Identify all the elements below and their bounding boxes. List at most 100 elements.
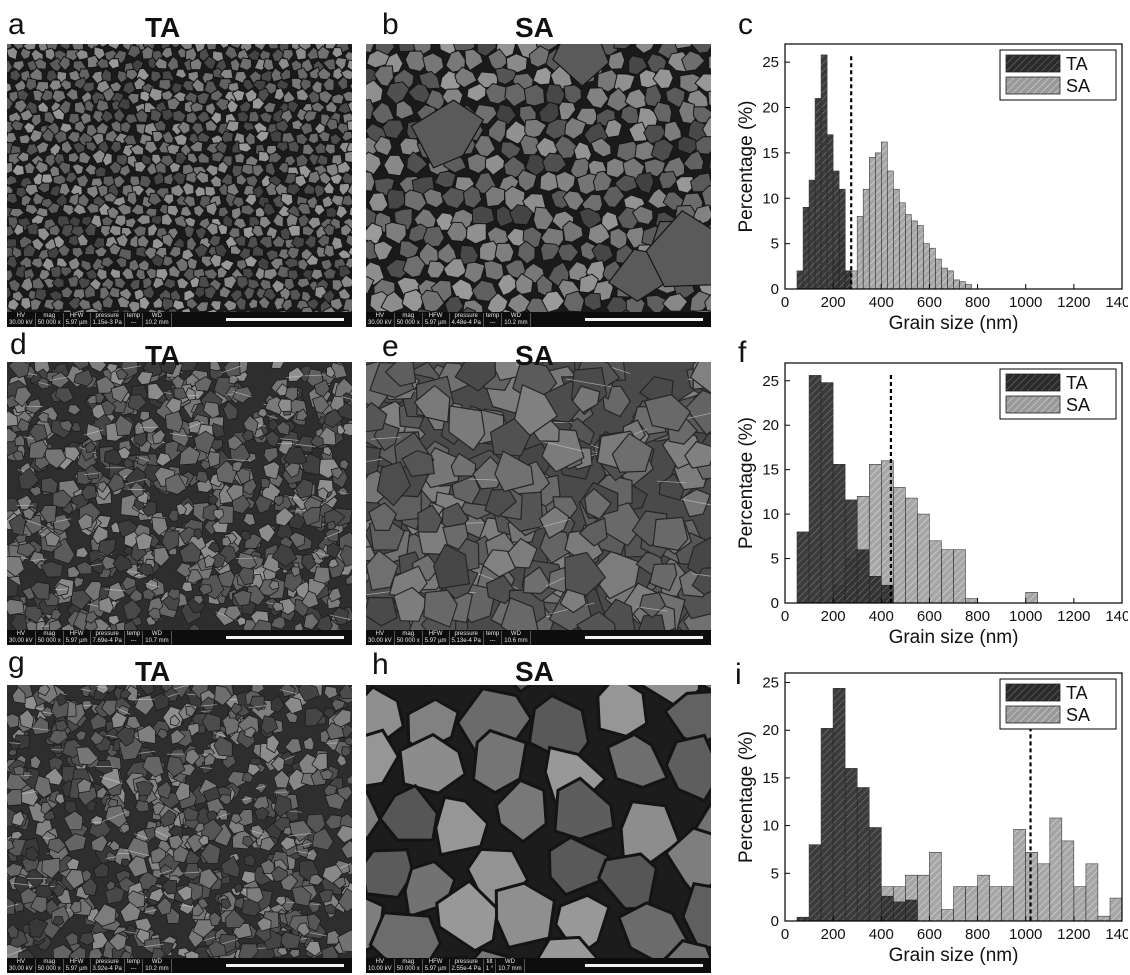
x-tick-label: 600 <box>917 926 942 943</box>
y-tick-label: 10 <box>762 818 779 835</box>
bar-ta <box>844 768 858 922</box>
sem-info-value: --- <box>489 319 496 326</box>
sem-image-b: HV 30.00 kV mag 50 000 x HFW 5.97 µm pressure 4… <box>366 44 711 327</box>
bar-sa <box>977 874 990 922</box>
sem-info-value: 7.69e-4 Pa <box>92 637 122 644</box>
y-tick-label: 15 <box>762 145 779 162</box>
bar-ta <box>820 382 834 604</box>
sem-info-header: temp <box>126 312 141 319</box>
bar-sa <box>959 281 966 290</box>
sem-info-header: HFW <box>69 312 84 319</box>
y-tick-label: 20 <box>762 722 779 739</box>
x-tick-label: 1400 <box>1105 926 1128 943</box>
x-tick-label: 1000 <box>1009 608 1042 625</box>
sem-micrograph-texture <box>366 362 711 630</box>
panel-title-h: SA <box>515 656 554 687</box>
sem-micrograph-texture <box>7 44 352 312</box>
sem-info-value: 50 000 x <box>396 637 420 644</box>
panel-letter-a: a <box>8 8 25 41</box>
bar-ta <box>832 464 846 604</box>
panel-letter-b: b <box>382 8 399 41</box>
legend-label-ta: TA <box>1066 54 1088 74</box>
sem-info-hv: HV 30.00 kV <box>7 312 36 327</box>
sem-micrograph-texture <box>7 685 352 958</box>
x-tick-label: 1400 <box>1105 294 1128 311</box>
sem-info-header: HV <box>375 630 385 637</box>
bar-sa <box>917 513 930 604</box>
sem-info-header: WD <box>510 630 521 637</box>
sem-info-temp: temp --- <box>125 958 144 973</box>
y-tick-label: 5 <box>771 551 779 568</box>
plot-frame <box>784 43 1123 290</box>
sem-info-header: pressure <box>454 630 478 637</box>
x-tick-label: 800 <box>965 608 990 625</box>
sem-info-header: pressure <box>454 958 478 965</box>
sem-info-value: 10.2 mm <box>145 965 169 972</box>
sem-info-value: 1.15e-3 Pa <box>92 319 122 326</box>
bar-ta <box>832 170 840 290</box>
y-axis-label: Percentage (%) <box>736 417 757 549</box>
bar-sa <box>935 258 942 290</box>
sem-info-value: 3.92e-4 Pa <box>92 965 122 972</box>
sem-info-value: 5.97 µm <box>424 319 447 326</box>
bar-sa <box>1073 886 1087 922</box>
bar-ta <box>796 531 810 604</box>
sem-image-h: HV 10.00 kV mag 50 000 x HFW 5.97 µm pressure 2… <box>366 685 711 973</box>
scale-bar <box>226 964 344 967</box>
sem-info-pressure: pressure 1.15e-3 Pa <box>91 312 125 327</box>
y-axis-label: Percentage (%) <box>736 731 757 863</box>
sem-info-header: HV <box>16 312 26 319</box>
sem-info-mag: mag 50 000 x <box>36 312 64 327</box>
x-tick-label: 200 <box>821 294 846 311</box>
sem-info-hfw: HFW 5.97 µm <box>64 958 91 973</box>
scale-bar-container <box>172 964 352 967</box>
legend-swatch-sa <box>1005 705 1061 724</box>
scale-bar <box>226 636 344 639</box>
sem-info-header: temp <box>485 630 500 637</box>
scale-bar-container <box>525 964 711 967</box>
x-tick-label: 600 <box>917 294 942 311</box>
sem-info-header: temp <box>126 630 141 637</box>
bar-ta <box>808 375 822 604</box>
x-tick-label: 400 <box>869 608 894 625</box>
x-axis-label: Grain size (nm) <box>889 313 1019 334</box>
bar-sa <box>887 170 894 290</box>
sem-info-header: mag <box>43 958 56 965</box>
sem-info-hv: HV 30.00 kV <box>7 630 36 645</box>
sem-info-value: 5.13e-4 Pa <box>451 637 481 644</box>
sem-info-hfw: HFW 5.97 µm <box>64 312 91 327</box>
panel-title-e: SA <box>515 340 554 371</box>
sem-info-header: mag <box>43 312 56 319</box>
sem-info-value: 5.97 µm <box>65 637 88 644</box>
x-axis-label: Grain size (nm) <box>889 945 1019 966</box>
sem-info-temp: temp --- <box>484 630 503 645</box>
sem-info-value: 5.97 µm <box>424 637 447 644</box>
sem-info-bar: HV 30.00 kV mag 50 000 x HFW 5.97 µm pressure 3… <box>7 958 352 973</box>
sem-info-value: 50 000 x <box>396 965 420 972</box>
sem-info-bar: HV 30.00 kV mag 50 000 x HFW 5.97 µm pressure 1… <box>7 312 352 327</box>
bar-sa <box>929 540 942 604</box>
y-tick-label: 15 <box>762 770 779 787</box>
sem-info-temp: temp --- <box>125 630 144 645</box>
bar-ta <box>814 98 822 290</box>
sem-info-mag: mag 50 000 x <box>36 958 64 973</box>
bar-ta <box>893 901 906 922</box>
sem-info-value: 10.6 mm <box>504 637 528 644</box>
panel-letter-d: d <box>10 328 27 361</box>
sem-info-value: 30.00 kV <box>368 637 392 644</box>
bar-sa <box>856 216 864 290</box>
sem-info-header: HFW <box>428 630 443 637</box>
scale-bar <box>226 318 344 321</box>
sem-info-hv: HV 30.00 kV <box>366 312 395 327</box>
sem-info-pressure: pressure 7.69e-4 Pa <box>91 630 125 645</box>
sem-info-value: 4.48e-4 Pa <box>451 319 481 326</box>
sem-info-pressure: pressure 3.92e-4 Pa <box>91 958 125 973</box>
scale-bar-container <box>531 636 711 639</box>
sem-info-header: HV <box>375 958 385 965</box>
sem-info-wd: WD 10.7 mm <box>143 630 172 645</box>
panel-letter-h: h <box>372 648 389 681</box>
legend-swatch-ta <box>1005 683 1061 702</box>
sem-info-header: pressure <box>95 958 119 965</box>
sem-info-value: 5.97 µm <box>65 319 88 326</box>
x-tick-label: 800 <box>965 294 990 311</box>
